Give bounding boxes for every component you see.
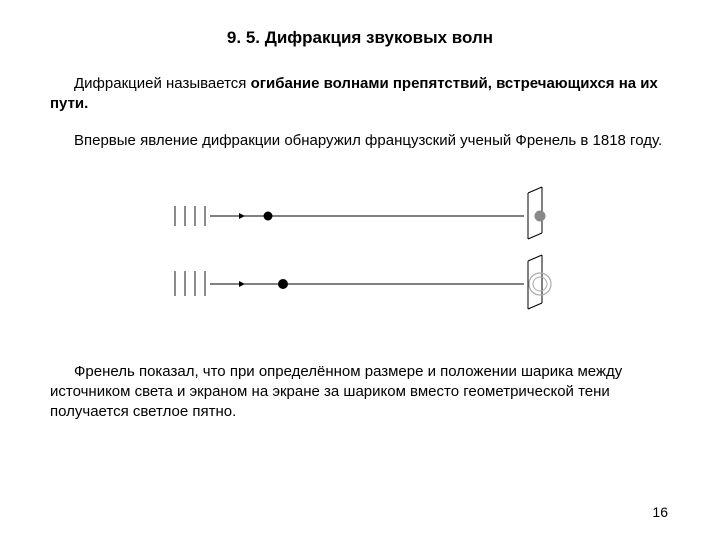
paragraph-history: Впервые явление дифракции обнаружил фран… <box>50 131 670 151</box>
section-title: 9. 5. Дифракция звуковых волн <box>50 28 670 48</box>
page: 9. 5. Дифракция звуковых волн Дифракцией… <box>0 0 720 540</box>
p1-lead: Дифракцией называется <box>74 75 251 92</box>
diffraction-diagram <box>50 171 670 341</box>
page-number: 16 <box>652 504 668 520</box>
paragraph-definition: Дифракцией называется огибание волнами п… <box>50 74 670 115</box>
paragraph-result: Френель показал, что при определённом ра… <box>50 362 670 423</box>
